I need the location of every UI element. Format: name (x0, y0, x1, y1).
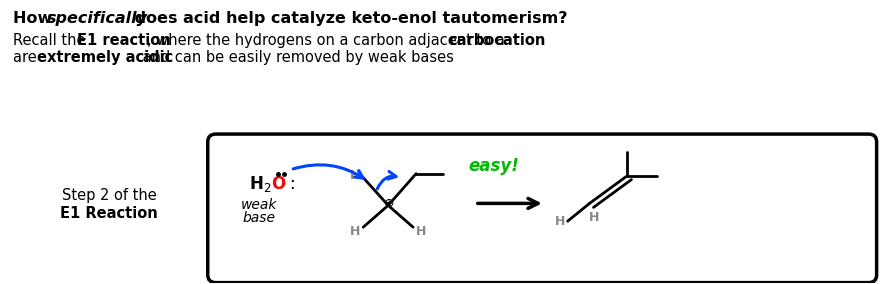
Text: specifically: specifically (47, 11, 148, 26)
Text: O: O (271, 175, 286, 193)
Text: and can be easily removed by weak bases: and can be easily removed by weak bases (138, 50, 454, 65)
Text: carbocation: carbocation (448, 33, 546, 48)
Text: does acid help catalyze keto-enol tautomerism?: does acid help catalyze keto-enol tautom… (129, 11, 568, 26)
FancyArrowPatch shape (377, 172, 396, 189)
Text: weak: weak (240, 199, 276, 212)
Text: H$_2$: H$_2$ (249, 174, 271, 194)
Text: :: : (284, 175, 297, 193)
Text: Recall the: Recall the (13, 33, 90, 48)
Text: easy!: easy! (468, 157, 519, 175)
Text: How: How (13, 11, 58, 26)
Text: are: are (13, 50, 42, 65)
Text: E1 reaction: E1 reaction (77, 33, 171, 48)
FancyBboxPatch shape (207, 134, 876, 283)
Text: ⊕: ⊕ (384, 197, 394, 210)
Text: extremely acidic: extremely acidic (37, 50, 174, 65)
Text: E1 Reaction: E1 Reaction (60, 206, 158, 221)
Text: H: H (589, 211, 600, 224)
Text: H: H (350, 225, 361, 238)
Text: , where the hydrogens on a carbon adjacent to a: , where the hydrogens on a carbon adjace… (147, 33, 509, 48)
Text: Step 2 of the: Step 2 of the (62, 188, 157, 203)
Text: H: H (350, 169, 361, 182)
FancyArrowPatch shape (293, 165, 363, 178)
Text: H: H (555, 215, 564, 228)
Text: base: base (242, 211, 275, 225)
Text: H: H (416, 225, 426, 238)
